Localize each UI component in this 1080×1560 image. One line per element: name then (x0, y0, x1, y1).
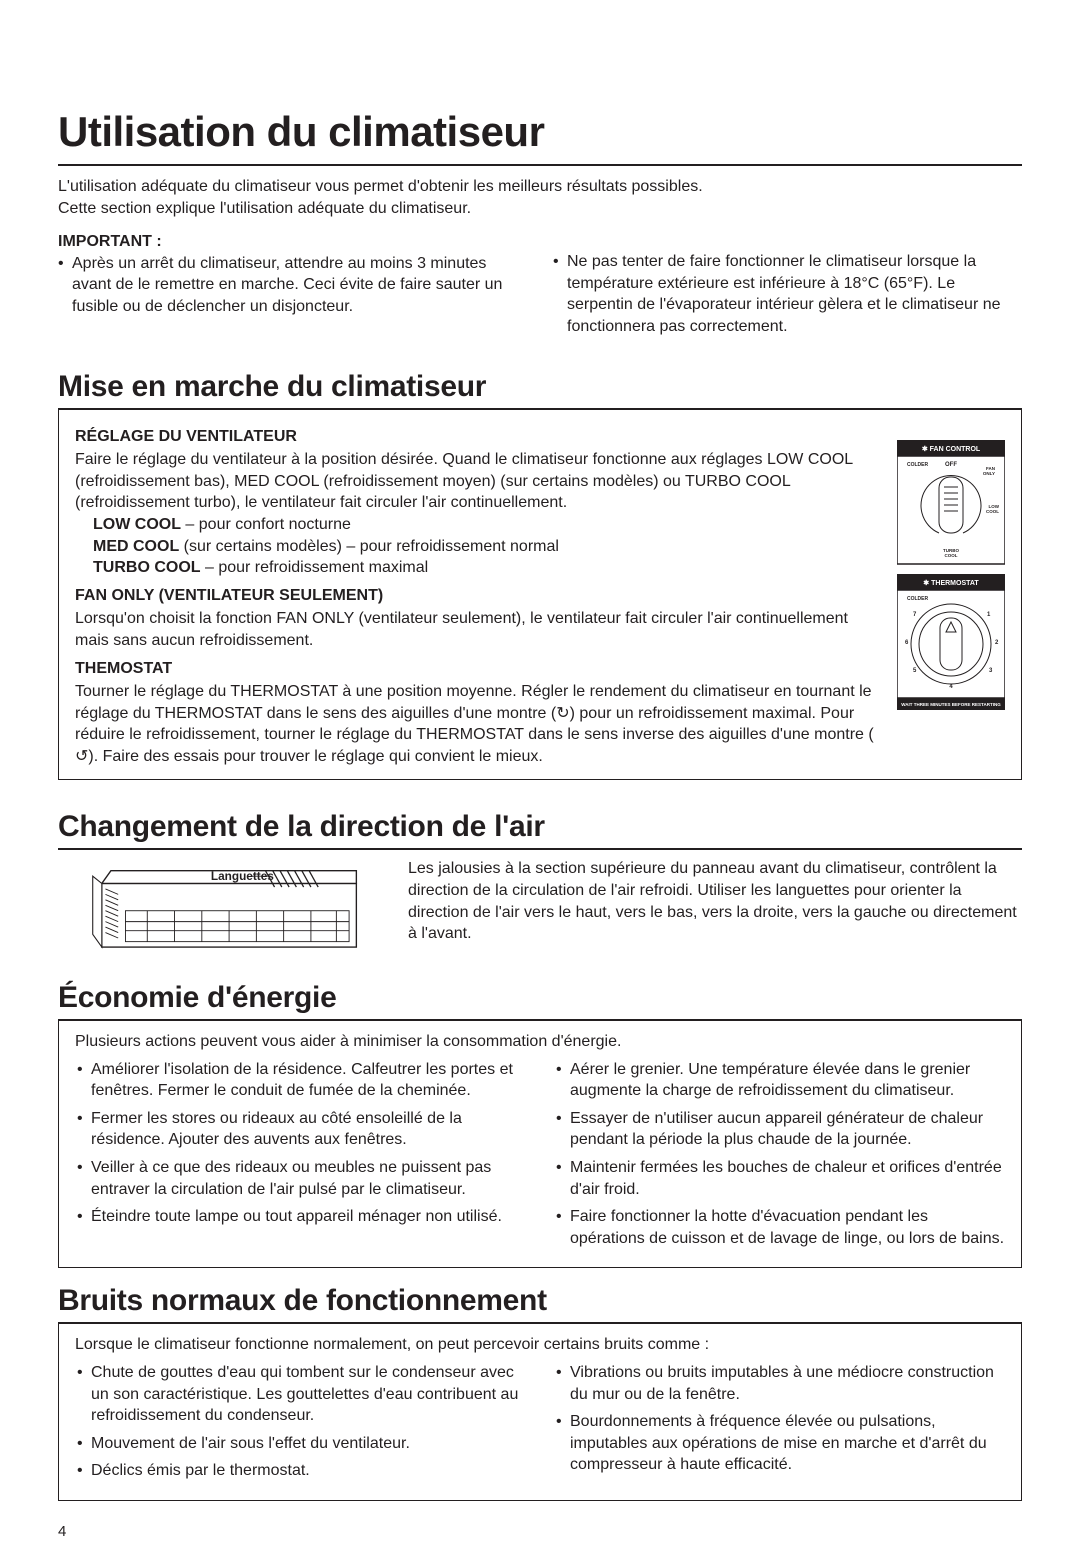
panel-colder: COLDER (907, 462, 929, 468)
setting-b: TURBO COOL (93, 559, 201, 576)
setting-line: TURBO COOL – pour refroidissement maxima… (75, 557, 879, 579)
bruits-intro: Lorsque le climatiseur fonctionne normal… (75, 1334, 1005, 1356)
section-title-economie: Économie d'énergie (58, 981, 1022, 1015)
arrow-cw-icon: ↻ (556, 705, 569, 722)
fanonly-head: FAN ONLY (VENTILATEUR SEULEMENT) (75, 585, 879, 607)
intro-line: L'utilisation adéquate du climatiseur vo… (58, 178, 703, 195)
important-list-left: Après un arrêt du climatiseur, attendre … (58, 253, 527, 318)
mise-text: RÉGLAGE DU VENTILATEUR Faire le réglage … (75, 420, 879, 768)
thermostat-label: ✱ THERMOSTAT (923, 579, 979, 587)
section-title-changement: Changement de la direction de l'air (58, 810, 1022, 844)
title-rule (58, 164, 1022, 166)
changement-text: Les jalousies à la section supérieure du… (408, 858, 1020, 944)
important-left: IMPORTANT : Après un arrêt du climatiseu… (58, 231, 527, 339)
intro-text: L'utilisation adéquate du climatiseur vo… (58, 176, 1022, 219)
list-item: Maintenir fermées les bouches de chaleur… (554, 1157, 1005, 1200)
list-item: Vibrations ou bruits imputables à une mé… (554, 1362, 1005, 1405)
setting-b: MED COOL (93, 538, 179, 555)
dial-num: 7 (913, 612, 917, 618)
panel-lowcool: LOWCOOL (986, 504, 1000, 514)
list-item: Bourdonnements à fréquence élevée ou pul… (554, 1411, 1005, 1476)
panel-off: OFF (945, 462, 957, 468)
important-label: IMPORTANT : (58, 231, 527, 253)
economie-cols: Améliorer l'isolation de la résidence. C… (75, 1053, 1005, 1256)
economie-list-right: Aérer le grenier. Une température élevée… (554, 1059, 1005, 1256)
economie-intro: Plusieurs actions peuvent vous aider à m… (75, 1031, 1005, 1053)
bruits-list-right: Vibrations ou bruits imputables à une mé… (554, 1362, 1005, 1488)
list-item: Éteindre toute lampe ou tout appareil mé… (75, 1206, 526, 1228)
list-item: Aérer le grenier. Une température élevée… (554, 1059, 1005, 1102)
important-list-right: Ne pas tenter de faire fonctionner le cl… (553, 251, 1022, 337)
list-item: Chute de gouttes d'eau qui tombent sur l… (75, 1362, 526, 1427)
setting-line: MED COOL (sur certains modèles) – pour r… (75, 536, 879, 558)
economie-box: Plusieurs actions peuvent vous aider à m… (58, 1021, 1022, 1268)
page-title: Utilisation du climatiseur (58, 108, 1022, 156)
reglage-text: Faire le réglage du ventilateur à la pos… (75, 449, 879, 514)
list-item: Essayer de n'utiliser aucun appareil gén… (554, 1108, 1005, 1151)
arrow-ccw-icon: ↺ (75, 748, 88, 765)
dial-num: 6 (905, 640, 909, 646)
important-item: Ne pas tenter de faire fonctionner le cl… (553, 251, 1022, 337)
important-right: Ne pas tenter de faire fonctionner le cl… (553, 231, 1022, 339)
thermo-head: THEMOSTAT (75, 658, 879, 680)
setting-b: LOW COOL (93, 516, 181, 533)
section-title-mise: Mise en marche du climatiseur (58, 370, 1022, 404)
panel-colder-2: COLDER (907, 596, 929, 602)
manual-page: Utilisation du climatiseur L'utilisation… (0, 0, 1080, 1560)
dial-num: 4 (949, 684, 953, 690)
setting-rest: (sur certains modèles) – pour refroidiss… (179, 538, 559, 555)
list-item: Améliorer l'isolation de la résidence. C… (75, 1059, 526, 1102)
intro-line: Cette section explique l'utilisation adé… (58, 200, 471, 217)
panel-fanonly: FANONLY (983, 466, 995, 476)
fanonly-text: Lorsqu'on choisit la fonction FAN ONLY (… (75, 608, 879, 651)
economie-list-left: Améliorer l'isolation de la résidence. C… (75, 1059, 526, 1256)
bruits-box: Lorsque le climatiseur fonctionne normal… (58, 1324, 1022, 1501)
bruits-cols: Chute de gouttes d'eau qui tombent sur l… (75, 1356, 1005, 1488)
list-item: Faire fonctionner la hotte d'évacuation … (554, 1206, 1005, 1249)
fan-control-label: ✱ FAN CONTROL (922, 445, 981, 453)
louver-illustration: Languettes (60, 858, 380, 965)
changement-row: Languettes Les jalousies à la section su… (58, 850, 1022, 967)
list-item: Fermer les stores ou rideaux au côté ens… (75, 1108, 526, 1151)
control-panel-illustration: ✱ FAN CONTROL COLDER OFF FANONLY LOWCOOL… (897, 420, 1005, 768)
important-block: IMPORTANT : Après un arrêt du climatiseu… (58, 231, 1022, 339)
dial-num: 2 (995, 640, 999, 646)
bruits-list-left: Chute de gouttes d'eau qui tombent sur l… (75, 1362, 526, 1488)
important-item: Après un arrêt du climatiseur, attendre … (58, 253, 527, 318)
section-title-bruits: Bruits normaux de fonctionnement (58, 1284, 1022, 1318)
list-item: Mouvement de l'air sous l'effet du venti… (75, 1433, 526, 1455)
dial-num: 5 (913, 668, 917, 674)
setting-line: LOW COOL – pour confort nocturne (75, 514, 879, 536)
panel-turbo: TURBOCOOL (943, 548, 959, 558)
dial-num: 1 (987, 612, 991, 618)
dial-num: 3 (989, 668, 993, 674)
reglage-head: RÉGLAGE DU VENTILATEUR (75, 426, 879, 448)
mise-box: RÉGLAGE DU VENTILATEUR Faire le réglage … (58, 410, 1022, 781)
panel-wait-text: WAIT THREE MINUTES BEFORE RESTARTING (901, 702, 1001, 707)
setting-rest: – pour confort nocturne (181, 516, 351, 533)
thermo-post: ). Faire des essais pour trouver le régl… (88, 748, 542, 765)
thermo-text: Tourner le réglage du THERMOSTAT à une p… (75, 681, 879, 767)
setting-rest: – pour refroidissement maximal (201, 559, 429, 576)
list-item: Déclics émis par le thermostat. (75, 1460, 526, 1482)
list-item: Veiller à ce que des rideaux ou meubles … (75, 1157, 526, 1200)
page-number: 4 (58, 1523, 66, 1540)
